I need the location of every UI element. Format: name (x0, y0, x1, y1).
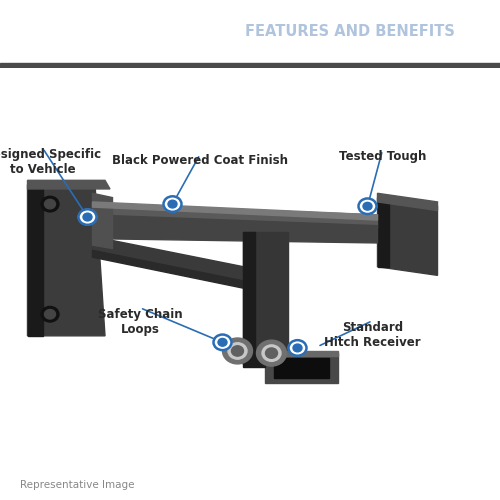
Polygon shape (28, 184, 105, 336)
Polygon shape (378, 198, 438, 276)
Circle shape (293, 344, 302, 352)
Circle shape (15, 14, 31, 30)
Polygon shape (28, 180, 110, 189)
Polygon shape (92, 250, 265, 292)
Circle shape (164, 196, 182, 212)
Circle shape (232, 346, 243, 356)
Text: Tested Tough: Tested Tough (339, 150, 426, 163)
Polygon shape (242, 358, 265, 367)
Polygon shape (92, 194, 112, 248)
Circle shape (358, 198, 376, 214)
Bar (0, 63, 500, 68)
Circle shape (168, 200, 177, 208)
Text: Designed Specific
to Vehicle: Designed Specific to Vehicle (0, 148, 102, 176)
Text: Black Powered Coat Finish: Black Powered Coat Finish (112, 154, 288, 168)
Polygon shape (92, 202, 378, 220)
Polygon shape (92, 215, 378, 243)
Text: ·: · (100, 19, 109, 43)
Polygon shape (378, 198, 389, 266)
Polygon shape (92, 236, 265, 286)
Circle shape (44, 200, 56, 209)
Circle shape (222, 338, 252, 364)
Circle shape (83, 213, 92, 221)
Circle shape (44, 310, 56, 319)
Text: DRAW: DRAW (48, 19, 129, 43)
Circle shape (214, 334, 232, 350)
Circle shape (78, 210, 96, 225)
Circle shape (262, 345, 281, 362)
Polygon shape (92, 204, 378, 228)
Text: ®: ® (163, 13, 173, 23)
Circle shape (218, 338, 227, 346)
Circle shape (41, 306, 59, 322)
Polygon shape (28, 184, 42, 336)
Polygon shape (378, 194, 438, 210)
Circle shape (266, 348, 278, 358)
Text: Representative Image: Representative Image (20, 480, 134, 490)
Text: FEATURES AND BENEFITS: FEATURES AND BENEFITS (245, 24, 455, 38)
Text: TITE: TITE (108, 19, 165, 43)
Polygon shape (274, 358, 329, 378)
Text: Safety Chain
Loops: Safety Chain Loops (98, 308, 182, 336)
Bar (19, 24, 27, 40)
Circle shape (288, 340, 306, 355)
Polygon shape (242, 232, 288, 364)
Polygon shape (265, 351, 338, 356)
Polygon shape (265, 353, 338, 384)
Text: Standard
Hitch Receiver: Standard Hitch Receiver (324, 320, 421, 348)
Bar (13, 39, 33, 46)
Circle shape (256, 340, 286, 366)
Circle shape (363, 202, 372, 210)
Circle shape (228, 343, 247, 359)
Circle shape (41, 196, 59, 212)
Polygon shape (242, 232, 255, 364)
